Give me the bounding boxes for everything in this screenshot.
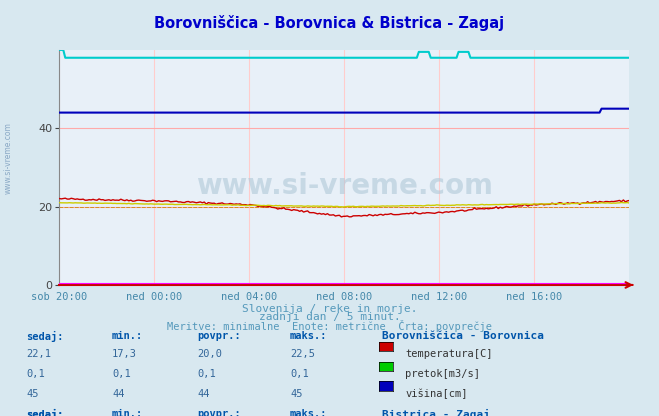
Text: 0,1: 0,1 bbox=[26, 369, 45, 379]
Text: Borovniščica - Borovnica & Bistrica - Zagaj: Borovniščica - Borovnica & Bistrica - Za… bbox=[154, 15, 505, 30]
Text: min.:: min.: bbox=[112, 331, 143, 341]
Text: Slovenija / reke in morje.: Slovenija / reke in morje. bbox=[242, 304, 417, 314]
Text: ned 16:00: ned 16:00 bbox=[506, 292, 563, 302]
Text: 17,3: 17,3 bbox=[112, 349, 137, 359]
Text: povpr.:: povpr.: bbox=[198, 331, 241, 341]
Text: min.:: min.: bbox=[112, 409, 143, 416]
Text: višina[cm]: višina[cm] bbox=[405, 389, 468, 399]
Text: Bistrica - Zagaj: Bistrica - Zagaj bbox=[382, 409, 490, 416]
Text: ned 12:00: ned 12:00 bbox=[411, 292, 467, 302]
Text: ned 00:00: ned 00:00 bbox=[126, 292, 183, 302]
Text: 0,1: 0,1 bbox=[290, 369, 308, 379]
Text: sedaj:: sedaj: bbox=[26, 331, 64, 342]
Text: sedaj:: sedaj: bbox=[26, 409, 64, 416]
Text: Borovniščica - Borovnica: Borovniščica - Borovnica bbox=[382, 331, 544, 341]
Text: maks.:: maks.: bbox=[290, 409, 328, 416]
Text: ned 08:00: ned 08:00 bbox=[316, 292, 372, 302]
Text: www.si-vreme.com: www.si-vreme.com bbox=[196, 172, 493, 200]
Text: sob 20:00: sob 20:00 bbox=[31, 292, 88, 302]
Text: 44: 44 bbox=[198, 389, 210, 399]
Text: 45: 45 bbox=[26, 389, 39, 399]
Text: pretok[m3/s]: pretok[m3/s] bbox=[405, 369, 480, 379]
Text: 45: 45 bbox=[290, 389, 302, 399]
Text: 20,0: 20,0 bbox=[198, 349, 223, 359]
Text: www.si-vreme.com: www.si-vreme.com bbox=[3, 122, 13, 194]
Text: Meritve: minimalne  Enote: metrične  Črta: povprečje: Meritve: minimalne Enote: metrične Črta:… bbox=[167, 320, 492, 332]
Text: zadnji dan / 5 minut.: zadnji dan / 5 minut. bbox=[258, 312, 401, 322]
Text: sedaj:: sedaj: bbox=[26, 409, 64, 416]
Text: 22,5: 22,5 bbox=[290, 349, 315, 359]
Text: 22,1: 22,1 bbox=[26, 349, 51, 359]
Text: 44: 44 bbox=[112, 389, 125, 399]
Text: maks.:: maks.: bbox=[290, 331, 328, 341]
Text: 0,1: 0,1 bbox=[198, 369, 216, 379]
Text: 0,1: 0,1 bbox=[112, 369, 130, 379]
Text: temperatura[C]: temperatura[C] bbox=[405, 349, 493, 359]
Text: ned 04:00: ned 04:00 bbox=[221, 292, 277, 302]
Text: povpr.:: povpr.: bbox=[198, 409, 241, 416]
